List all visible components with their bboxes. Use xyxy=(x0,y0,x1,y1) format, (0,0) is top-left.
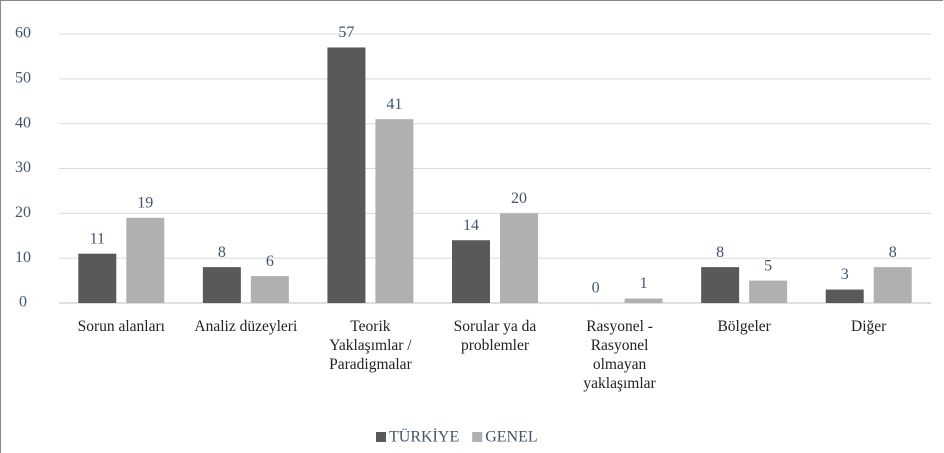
legend-swatch xyxy=(472,432,483,442)
bar xyxy=(873,267,912,303)
value-label: 6 xyxy=(266,253,274,270)
bar xyxy=(126,217,165,303)
bar xyxy=(452,240,490,303)
value-label: 57 xyxy=(338,24,354,41)
value-label: 19 xyxy=(137,194,153,211)
bar xyxy=(500,213,538,303)
y-tick-label: 10 xyxy=(15,249,31,266)
x-tick-label: Sorun alanları xyxy=(77,318,165,335)
value-label: 3 xyxy=(841,266,849,283)
bar xyxy=(202,267,241,303)
x-tick-label: Bölgeler xyxy=(717,318,771,335)
value-label: 14 xyxy=(463,217,479,234)
legend-label: GENEL xyxy=(485,429,537,446)
value-label: 20 xyxy=(511,190,527,207)
value-label: 8 xyxy=(716,244,724,261)
value-label: 1 xyxy=(640,275,648,292)
bar xyxy=(749,280,788,303)
y-tick-label: 60 xyxy=(15,25,31,42)
y-tick-label: 30 xyxy=(15,159,31,176)
y-tick-label: 20 xyxy=(15,204,31,221)
bar xyxy=(327,47,366,304)
value-label: 41 xyxy=(386,96,402,113)
value-label: 8 xyxy=(889,244,897,261)
y-tick-label: 0 xyxy=(19,294,27,311)
value-label: 5 xyxy=(764,257,772,274)
value-label: 8 xyxy=(218,244,226,261)
x-tick-label: Teorik Yaklaşımlar / Paradigmalar xyxy=(329,318,412,373)
value-label: 11 xyxy=(90,230,105,247)
x-tick-label: Rasyonel - Rasyonel olmayan yaklaşımlar xyxy=(583,318,656,392)
bar xyxy=(78,253,117,303)
bar xyxy=(624,298,663,303)
bar xyxy=(825,289,864,303)
legend-label: TÜRKİYE xyxy=(389,428,459,446)
legend-swatch xyxy=(376,432,386,442)
y-tick-label: 40 xyxy=(15,114,31,131)
bar xyxy=(701,267,740,303)
x-tick-label: Sorular ya da problemler xyxy=(453,318,537,354)
x-tick-label: Diğer xyxy=(851,318,887,335)
x-tick-label: Analiz düzeyleri xyxy=(194,318,298,335)
bar xyxy=(375,119,414,303)
y-tick-label: 50 xyxy=(15,70,31,87)
bar xyxy=(250,276,289,303)
value-label: 0 xyxy=(592,280,600,297)
